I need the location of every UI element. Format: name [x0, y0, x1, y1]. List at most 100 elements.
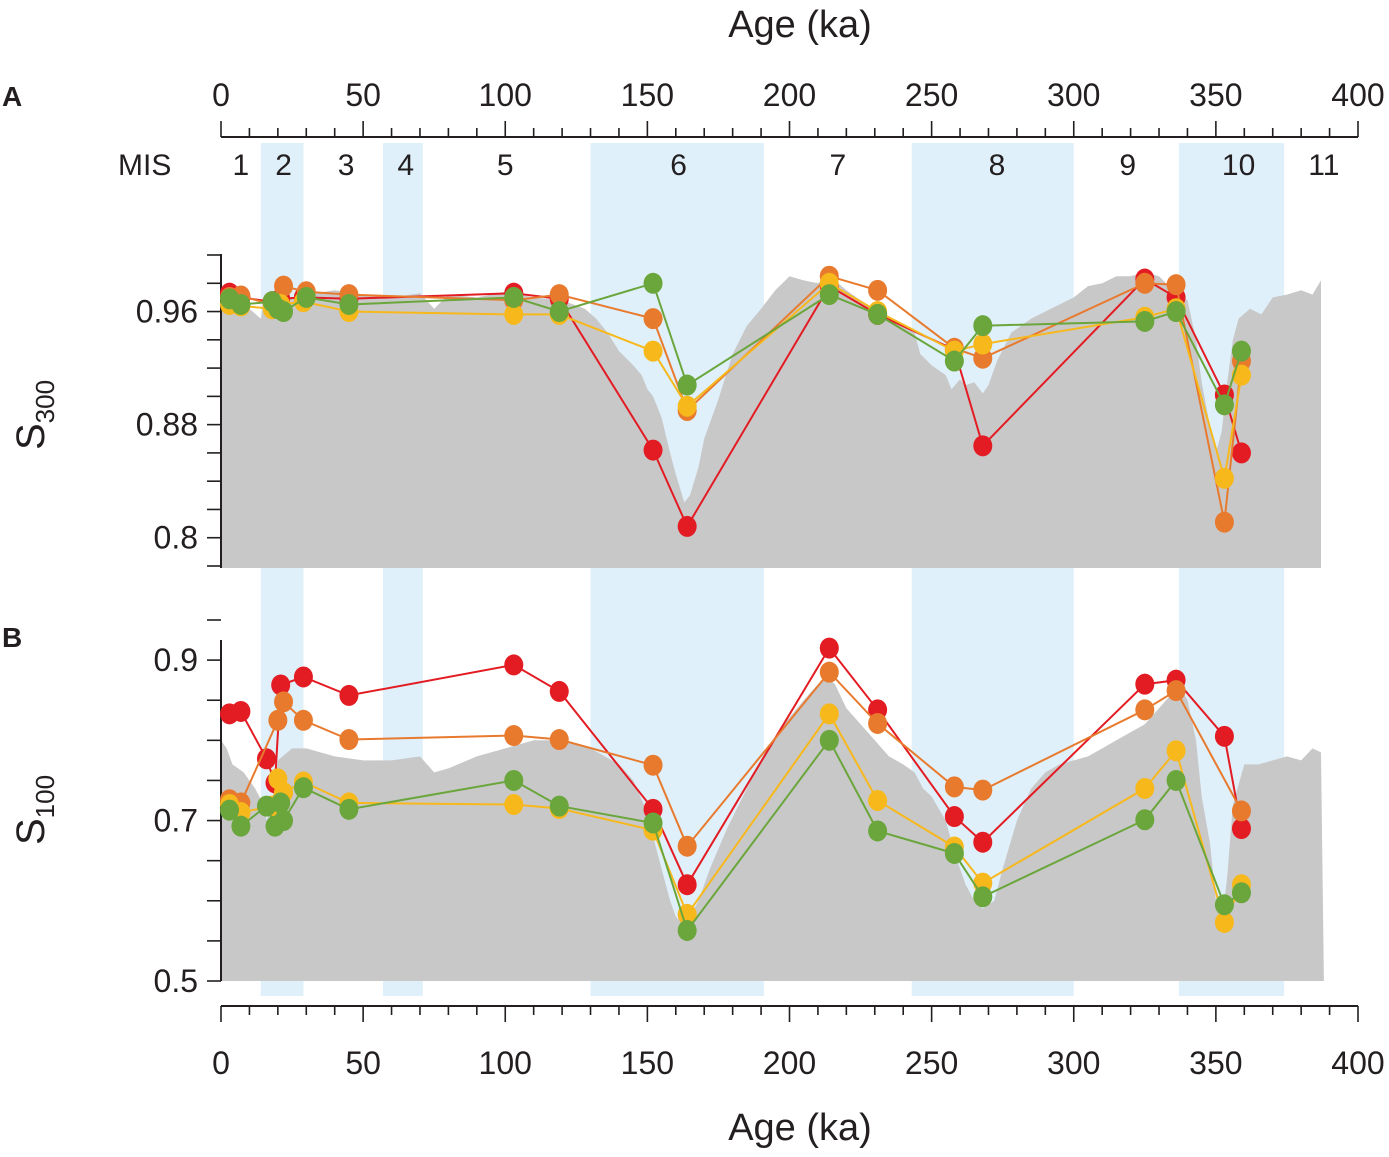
top-x-tick-label: 300	[1047, 77, 1100, 113]
panel-b-ylabel-main: S	[9, 818, 53, 845]
panel-b-orange-point	[274, 691, 294, 713]
panel-b-green-point	[231, 815, 251, 837]
panel-b-green-point	[220, 799, 240, 821]
panel-b-green-point	[339, 798, 359, 820]
bottom-x-tick-label: 150	[621, 1045, 674, 1081]
panel-a-y-tick-label: 0.96	[136, 294, 198, 330]
mis-label-11: 11	[1308, 149, 1339, 182]
panel-b-ylabel-sub: 100	[30, 775, 60, 818]
bottom-x-tick-label: 200	[763, 1045, 816, 1081]
panel-b-orange-point	[1135, 699, 1155, 721]
top-x-tick-label: 400	[1331, 77, 1384, 113]
panel-b-green-point	[1231, 882, 1251, 904]
panel-b-yellow-point	[868, 790, 888, 811]
panel-a-yellow-point	[643, 340, 663, 362]
panel-a-ylabel: S300	[9, 380, 60, 450]
panel-b-red-point	[271, 674, 291, 696]
panel-b-green-point	[1135, 809, 1155, 831]
panel-b-yellow-point	[819, 703, 839, 725]
panel-b-green-point	[944, 842, 964, 864]
top-x-tick-label: 200	[763, 77, 816, 113]
bottom-x-tick-label: 300	[1047, 1045, 1100, 1081]
panel-b-red-point	[677, 874, 697, 896]
mis-label: MIS	[118, 149, 171, 182]
series	[220, 265, 1251, 941]
panel-a-orange-point	[643, 308, 663, 330]
panel-a-green-point	[339, 293, 359, 315]
top-x-tick-label: 50	[345, 77, 381, 113]
panel-b-green-point	[271, 792, 291, 814]
panel-a-y-tick-label: 0.8	[154, 520, 198, 556]
panel-b-red-point	[339, 684, 359, 706]
panel-b-red-point	[504, 654, 524, 676]
panel-a-green-point	[504, 286, 524, 308]
panel-b-orange-point	[1166, 680, 1186, 702]
panel-b-orange-point	[944, 776, 964, 798]
mis-label-7: 7	[829, 149, 846, 182]
panel-a-yellow-point	[1231, 364, 1251, 386]
panel-a-orange-point	[868, 279, 888, 301]
bottom-x-tick-label: 400	[1331, 1045, 1384, 1081]
panel-b-y-tick-label: 0.7	[154, 803, 198, 839]
panel-a-green-point	[1135, 310, 1155, 332]
panel-b-red-point	[819, 637, 839, 659]
panel-b-orange-point	[268, 709, 288, 731]
panel-b-yellow-point	[1214, 911, 1234, 933]
mis-label-6: 6	[670, 149, 687, 182]
mis-label-9: 9	[1119, 149, 1136, 182]
panel-a-green-point	[231, 293, 251, 315]
panel-b-green-point	[1214, 894, 1234, 916]
panel-b-orange-point	[1231, 800, 1251, 822]
panel-b-red-point	[549, 680, 569, 702]
bottom-x-tick-label: 250	[905, 1045, 958, 1081]
top-x-tick-label: 250	[905, 77, 958, 113]
panel-a-red-point	[973, 435, 993, 457]
top-x-tick-label: 0	[212, 77, 230, 113]
panel-a-green-point	[1231, 340, 1251, 362]
panel-b-orange-point	[293, 709, 313, 731]
panel-b-red-point	[1231, 818, 1251, 840]
panel-b-green-point	[677, 919, 697, 941]
panel-a-green-point	[643, 272, 663, 294]
bottom-x-tick-label: 0	[212, 1045, 230, 1081]
top-x-tick-label: 100	[479, 77, 532, 113]
mis-label-1: 1	[233, 149, 250, 182]
panel-b-ylabel: S100	[9, 775, 60, 845]
panel-a-green-point	[296, 286, 316, 308]
panel-b-red-point	[293, 666, 313, 688]
panel-b-orange-point	[549, 729, 569, 751]
panel-b-y-tick-label: 0.5	[154, 963, 198, 999]
panel-a-yellow-point	[1214, 467, 1234, 489]
panel-a-orange-point	[1166, 274, 1186, 296]
panel-b-red-point	[231, 700, 251, 722]
panel-b-red-point	[256, 748, 276, 770]
panel-b-yellow-point	[1166, 740, 1186, 762]
panel-a-green-point	[1166, 301, 1186, 323]
panel-b-green-point	[504, 769, 524, 791]
mis-label-3: 3	[338, 149, 355, 182]
panel-a-green-point	[677, 374, 697, 396]
panel-a-ylabel-sub: 300	[30, 380, 60, 423]
panel-a-yellow-point	[973, 333, 993, 355]
panel-b-red-point	[1214, 725, 1234, 747]
panel-a-yellow-point	[504, 303, 524, 325]
bottom-axis-title: Age (ka)	[728, 1107, 872, 1149]
panel-a-orange-point	[1135, 272, 1155, 294]
panel-a-green-point	[274, 301, 294, 323]
panel-a-red-point	[1231, 442, 1251, 464]
top-x-tick-label: 150	[621, 77, 674, 113]
panel-b-y-tick-label: 0.9	[154, 642, 198, 678]
background-areas	[221, 272, 1324, 981]
panel-a-green-point	[868, 303, 888, 325]
panel-b-orange-point	[339, 729, 359, 751]
mis-label-2: 2	[275, 149, 292, 182]
panel-b-red-point	[944, 806, 964, 828]
panel-b-label: B	[2, 622, 22, 653]
panel-a-green-point	[1214, 394, 1234, 416]
panel-b-green-point	[549, 795, 569, 817]
panel-b-red-point	[973, 831, 993, 853]
mis-label-8: 8	[989, 149, 1006, 182]
panel-b-green-point	[973, 886, 993, 908]
panel-a-green-point	[549, 301, 569, 323]
